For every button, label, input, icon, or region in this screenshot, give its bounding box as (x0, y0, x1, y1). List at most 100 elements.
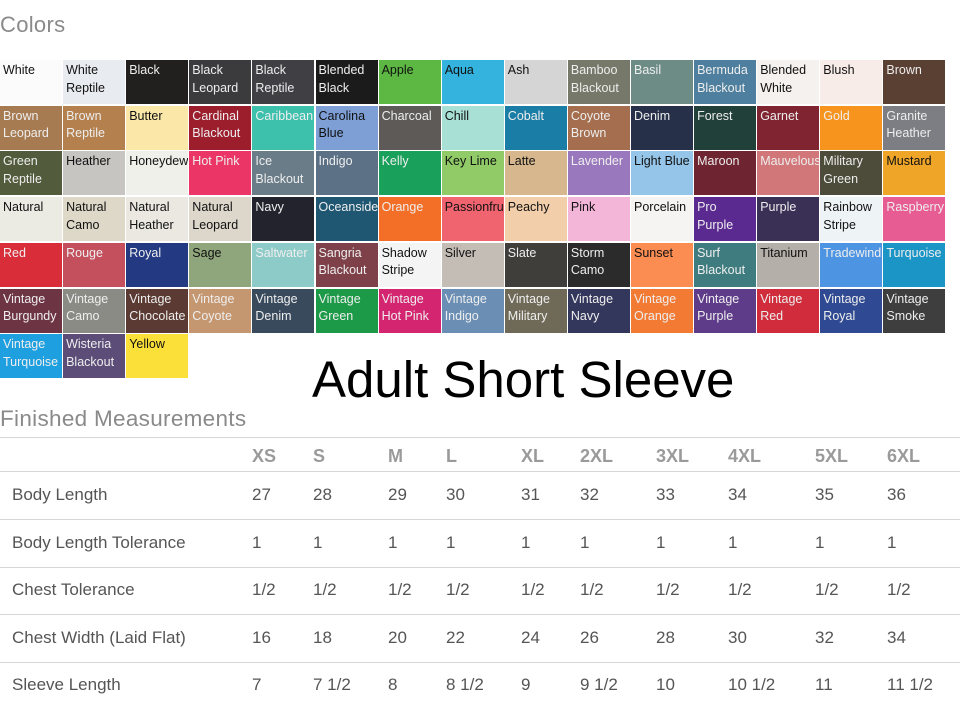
color-swatch[interactable]: Natural Heather (126, 197, 189, 242)
color-swatch[interactable]: Red (0, 242, 62, 287)
color-swatch[interactable]: Lavender (567, 151, 630, 196)
color-swatch[interactable]: Green Reptile (0, 151, 62, 196)
color-swatch[interactable]: Vintage Camo (63, 288, 126, 333)
color-swatch[interactable]: Cardinal Blackout (189, 105, 252, 150)
color-swatch[interactable]: Sage (189, 242, 252, 287)
color-swatch[interactable]: Vintage Purple (694, 288, 757, 333)
color-swatch[interactable]: Light Blue (631, 151, 693, 196)
color-swatch[interactable]: Chill (441, 105, 504, 150)
color-swatch[interactable]: Basil (631, 60, 693, 104)
color-swatch[interactable]: Vintage Indigo (441, 288, 504, 333)
cell-value: 11 (815, 675, 833, 695)
color-swatch[interactable]: Forest (694, 105, 757, 150)
color-swatch[interactable]: Vintage Chocolate (126, 288, 189, 333)
color-swatch[interactable]: Vintage Hot Pink (378, 288, 441, 333)
color-swatch[interactable]: Kelly (378, 151, 441, 196)
color-swatch[interactable]: Ash (504, 60, 567, 104)
color-swatch[interactable]: Brown Reptile (63, 105, 126, 150)
color-swatch[interactable]: Natural Leopard (189, 197, 252, 242)
color-swatch[interactable]: Vintage Royal (820, 288, 883, 333)
color-swatch[interactable]: Silver (441, 242, 504, 287)
color-swatch[interactable]: Military Green (820, 151, 883, 196)
color-swatch[interactable]: Sunset (631, 242, 693, 287)
color-swatch[interactable]: Blended Black (315, 60, 378, 104)
color-swatch[interactable]: Yellow (126, 334, 189, 379)
cell-value: 1 (815, 532, 825, 552)
color-swatch[interactable]: Black (126, 60, 189, 104)
color-swatch[interactable]: Tradewind (820, 242, 883, 287)
color-swatch[interactable]: Denim (631, 105, 693, 150)
color-swatch[interactable]: Garnet (757, 105, 820, 150)
color-swatch[interactable]: Vintage Military (504, 288, 567, 333)
color-swatch[interactable]: Vintage Denim (252, 288, 315, 333)
color-swatch[interactable]: Honeydew (126, 151, 189, 196)
color-swatch[interactable]: Indigo (315, 151, 378, 196)
color-swatch[interactable]: Carolina Blue (315, 105, 378, 150)
color-swatch[interactable]: Rouge (63, 242, 126, 287)
color-swatch[interactable]: Butter (126, 105, 189, 150)
color-swatch[interactable]: Vintage Orange (631, 288, 693, 333)
color-swatch[interactable]: White (0, 60, 62, 104)
row-label: Chest Width (Laid Flat) (12, 627, 186, 647)
color-swatch[interactable]: Oceanside (315, 197, 378, 242)
color-swatch[interactable]: Charcoal (378, 105, 441, 150)
color-swatch[interactable]: Maroon (694, 151, 757, 196)
color-swatch[interactable]: White Reptile (63, 60, 126, 104)
color-swatch[interactable]: Vintage Coyote (189, 288, 252, 333)
color-swatch[interactable]: Heather (63, 151, 126, 196)
color-swatch[interactable]: Black Reptile (252, 60, 315, 104)
color-swatch[interactable]: Bermuda Blackout (694, 60, 757, 104)
color-swatch[interactable]: Peachy (504, 197, 567, 242)
color-swatch[interactable]: Caribbean (252, 105, 315, 150)
color-swatch[interactable]: Surf Blackout (694, 242, 757, 287)
cell-value: 1/2 (887, 580, 911, 600)
color-swatch[interactable]: Titanium (757, 242, 820, 287)
color-swatch[interactable]: Blush (820, 60, 883, 104)
color-swatch[interactable]: Natural Camo (63, 197, 126, 242)
color-swatch[interactable]: Apple (378, 60, 441, 104)
color-swatch[interactable]: Vintage Red (757, 288, 820, 333)
color-swatch[interactable]: Rainbow Stripe (820, 197, 883, 242)
color-swatch[interactable]: Vintage Smoke (883, 288, 946, 333)
color-swatch[interactable]: Mauvelous (757, 151, 820, 196)
color-swatch[interactable]: Bamboo Blackout (567, 60, 630, 104)
color-swatch[interactable]: Black Leopard (189, 60, 252, 104)
color-swatch[interactable]: Navy (252, 197, 315, 242)
color-swatch[interactable]: Turquoise (883, 242, 946, 287)
size-header: 6XL (887, 446, 921, 466)
color-swatch[interactable]: Blended White (757, 60, 820, 104)
color-swatch[interactable]: Purple (757, 197, 820, 242)
color-swatch[interactable]: Porcelain (631, 197, 693, 242)
cell-value: 1 (887, 532, 897, 552)
color-swatch[interactable]: Vintage Navy (567, 288, 630, 333)
color-swatch[interactable]: Key Lime (441, 151, 504, 196)
color-swatch[interactable]: Brown Leopard (0, 105, 62, 150)
color-swatch[interactable]: Coyote Brown (567, 105, 630, 150)
color-swatch[interactable]: Latte (504, 151, 567, 196)
color-swatch[interactable]: Slate (504, 242, 567, 287)
color-swatch[interactable]: Vintage Green (315, 288, 378, 333)
color-swatch[interactable]: Shadow Stripe (378, 242, 441, 287)
color-swatch[interactable]: Storm Camo (567, 242, 630, 287)
divider (0, 614, 960, 616)
color-swatch[interactable]: Mustard (883, 151, 946, 196)
color-swatch[interactable]: Raspberry (883, 197, 946, 242)
color-swatch[interactable]: Royal (126, 242, 189, 287)
color-swatch[interactable]: Aqua (441, 60, 504, 104)
color-swatch[interactable]: Passionfru (441, 197, 504, 242)
color-swatch[interactable]: Vintage Turquoise (0, 334, 62, 379)
color-swatch[interactable]: Vintage Burgundy (0, 288, 62, 333)
color-swatch[interactable]: Sangria Blackout (315, 242, 378, 287)
color-swatch[interactable]: Brown (883, 60, 946, 104)
color-swatch[interactable]: Orange (378, 197, 441, 242)
color-swatch[interactable]: Pro Purple (694, 197, 757, 242)
color-swatch[interactable]: Hot Pink (189, 151, 252, 196)
color-swatch[interactable]: Gold (820, 105, 883, 150)
color-swatch[interactable]: Ice Blackout (252, 151, 315, 196)
color-swatch[interactable]: Cobalt (504, 105, 567, 150)
color-swatch[interactable]: Granite Heather (883, 105, 946, 150)
color-swatch[interactable]: Natural (0, 197, 62, 242)
color-swatch[interactable]: Wisteria Blackout (63, 334, 126, 379)
color-swatch[interactable]: Pink (567, 197, 630, 242)
color-swatch[interactable]: Saltwater (252, 242, 315, 287)
